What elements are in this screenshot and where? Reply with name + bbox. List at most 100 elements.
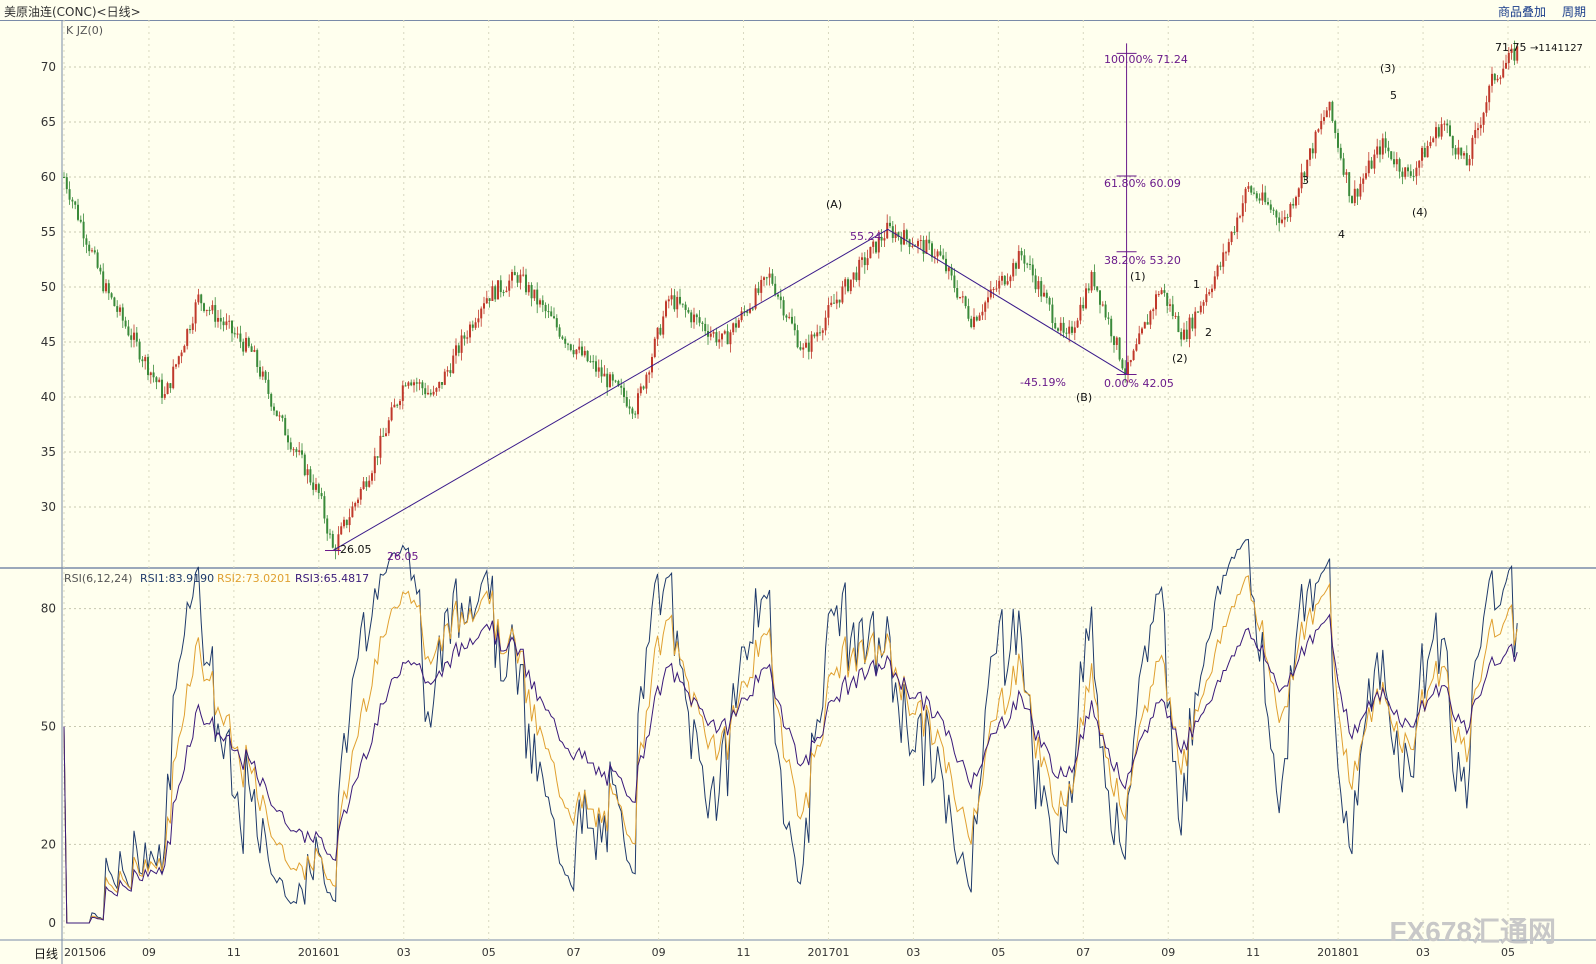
time-tick-label: 201801 [1317,946,1359,959]
candle-body [754,288,757,309]
candle-body [1135,344,1138,351]
candle-body [228,320,231,322]
candle-body [1087,288,1090,291]
candle-body [247,337,250,347]
candle-body [765,277,768,279]
candle-body [942,255,945,259]
candle-body [477,318,480,323]
candle-body [183,345,186,353]
candle-body [124,320,127,327]
candle-body [642,386,645,389]
wave-line [332,228,889,551]
time-tick-label: 05 [1501,946,1515,959]
candle-body [547,311,550,313]
candle-body [1328,101,1331,111]
candle-body [1152,309,1155,312]
candle-body [267,379,270,394]
candle-body [653,338,656,358]
candle-body [1513,48,1516,61]
rsi2-value: RSI2:73.0201 [217,572,291,585]
candle-body [505,290,508,293]
candle-body [749,308,751,313]
candle-body [1155,294,1157,310]
candle-body [639,386,642,394]
candle-body [673,295,676,310]
candle-body [186,329,189,346]
candle-body [611,374,614,381]
candle-body [259,366,261,377]
period-menu-button[interactable]: 周期 [1561,5,1586,19]
candle-body [656,327,659,339]
candle-body [1012,263,1015,277]
candle-body [911,245,914,247]
candle-body [393,404,396,408]
candle-body [928,239,931,244]
candle-body [312,482,315,490]
candle-body [1468,158,1471,166]
candle-body [1407,167,1409,172]
candle-body [701,322,704,324]
candle-body [1216,265,1219,277]
candle-body [1250,186,1253,193]
candle-body [595,361,597,372]
candle-body [1258,198,1261,201]
candle-body [1211,288,1213,293]
candle-body [1454,148,1457,155]
candle-body [110,293,113,298]
candle-body [1255,193,1258,199]
candle-body [1241,203,1244,217]
candle-body [687,309,690,313]
candle-body [359,488,362,500]
candle-body [838,299,841,303]
candle-body [841,286,844,303]
candle-body [1325,110,1328,118]
candle-body [1376,146,1379,155]
candle-body [900,236,903,245]
candle-body [1079,304,1082,321]
candle-body [317,484,320,494]
candle-body [1230,231,1233,243]
candle-body [1048,297,1051,305]
candle-body [177,356,180,365]
candle-body [1180,332,1183,340]
candle-body [441,382,443,385]
candle-body [628,406,631,409]
candle-body [1292,203,1295,206]
candle-body [1029,264,1031,266]
candle-body [1146,322,1149,325]
candle-body [998,280,1001,289]
candle-body [953,275,956,289]
candle-body [861,257,863,260]
subwave-5-label: 5 [1390,89,1397,102]
candle-body [1348,172,1351,197]
candle-body [1365,173,1367,179]
candle-body [337,534,340,552]
candle-body [513,271,516,276]
candle-body [105,283,107,292]
candle-body [718,339,721,343]
candle-body [897,232,900,237]
overlay-menu-button[interactable]: 商品叠加 [1497,5,1546,19]
candle-body [163,394,166,398]
candle-body [1197,311,1199,313]
candle-body [931,243,933,258]
candle-body [1267,202,1269,205]
candle-body [1141,328,1143,334]
candle-body [662,316,665,335]
candle-body [723,331,726,334]
candle-body [1177,315,1180,333]
last-price-label: 71.75 [1495,41,1527,54]
candle-body [315,484,317,490]
candle-body [329,533,331,535]
candle-body [1463,153,1465,156]
candle-body [819,332,821,334]
candle-body [245,337,247,352]
subwave-1-label: 1 [1193,278,1200,291]
candle-body [469,324,471,338]
candle-body [1311,148,1314,154]
candle-body [387,420,390,434]
candle-body [491,286,494,301]
candle-body [959,296,961,298]
candle-body [1194,311,1197,329]
candle-body [1359,183,1362,197]
